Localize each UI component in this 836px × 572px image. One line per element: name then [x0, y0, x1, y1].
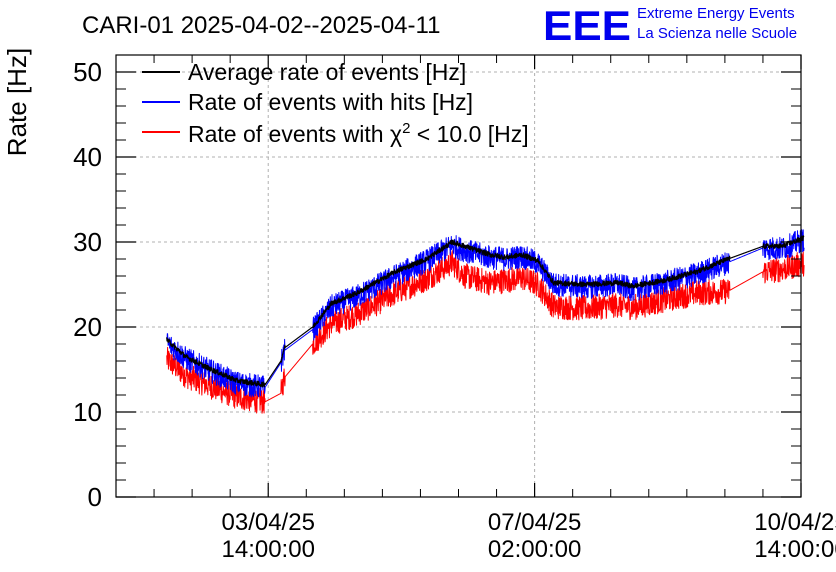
y-tick-label: 30 [73, 227, 102, 257]
legend-chi2-power: 2 [402, 120, 410, 137]
y-tick-label: 10 [73, 397, 102, 427]
x-tick-label-date: 03/04/25 [222, 509, 315, 536]
x-tick-label-time: 02:00:00 [488, 536, 581, 563]
eee-logo-line1: Extreme Energy Events [637, 5, 795, 22]
x-tick-label-date: 07/04/25 [488, 509, 581, 536]
y-tick-label: 50 [73, 57, 102, 87]
y-axis: 0 10 20 30 40 50 [73, 54, 801, 512]
legend-chi2-prefix: Rate of events with [188, 121, 390, 147]
chart-title: CARI-01 2025-04-02--2025-04-11 [82, 12, 440, 39]
legend: Average rate of events [Hz] Rate of even… [142, 59, 529, 147]
y-tick-label: 20 [73, 312, 102, 342]
y-axis-label: Rate [Hz] [2, 48, 32, 156]
legend-label-hits: Rate of events with hits [Hz] [188, 89, 473, 115]
x-tick-label-time: 14:00:00 [222, 536, 315, 563]
x-tick-label-date: 10/04/25 [754, 509, 836, 536]
legend-label-average: Average rate of events [Hz] [188, 59, 466, 85]
legend-chi2-suffix: < 10.0 [Hz] [410, 121, 528, 147]
eee-logo-line2: La Scienza nelle Scuole [637, 25, 797, 42]
legend-label-chi2: Rate of events with χ2 < 10.0 [Hz] [188, 120, 529, 147]
legend-chi2-symbol: χ [390, 121, 402, 147]
y-tick-label: 0 [88, 482, 102, 512]
eee-logo: EEE Extreme Energy Events La Scienza nel… [543, 2, 797, 49]
y-tick-label: 40 [73, 142, 102, 172]
series-layer [166, 229, 805, 414]
x-axis: 03/04/2514:00:0007/04/2502:00:0010/04/25… [153, 55, 836, 563]
series-line-average [166, 235, 805, 388]
eee-logo-mark: EEE [543, 2, 631, 49]
x-tick-label-time: 14:00:00 [754, 536, 836, 563]
series-line-chi2 [166, 250, 805, 414]
